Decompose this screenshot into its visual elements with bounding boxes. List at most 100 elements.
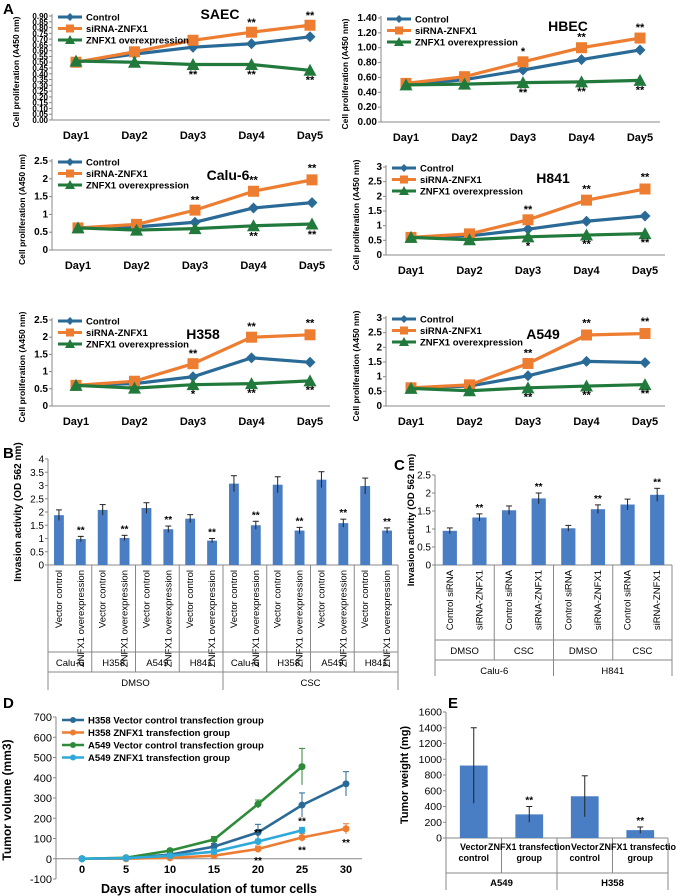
significance-star: ** — [296, 516, 304, 527]
data-point — [298, 801, 306, 809]
y-tick-label: 1 — [376, 221, 382, 232]
significance-star: ** — [254, 828, 262, 839]
data-point — [638, 378, 652, 391]
x-tick-label: Vector control — [54, 570, 65, 628]
data-point — [399, 78, 413, 91]
data-point — [246, 38, 257, 50]
x-tick-label: ZNFX1 overexpression — [207, 570, 218, 667]
bar — [650, 494, 665, 565]
data-point — [580, 379, 593, 392]
data-point — [581, 329, 592, 341]
chart-title: H841 — [536, 170, 570, 186]
significance-star: ** — [247, 17, 256, 29]
significance-star: ** — [189, 348, 198, 360]
x-tick-label: Day5 — [297, 416, 323, 428]
data-point — [342, 825, 350, 833]
x-tick-label: 25 — [296, 864, 308, 876]
y-tick-label: 0.80 — [32, 24, 48, 33]
panel-letter: C — [394, 457, 405, 474]
bar — [515, 814, 544, 838]
x-tick-label: Control siRNA — [504, 569, 515, 630]
bar — [54, 515, 64, 565]
legend-marker — [66, 13, 74, 21]
y-tick-label: 2.5 — [368, 177, 382, 188]
significance-star: ** — [189, 69, 198, 81]
x-tick-label: Vector control — [98, 570, 109, 628]
chart-title: HBEC — [548, 18, 588, 34]
data-point — [298, 763, 306, 771]
significance-star: ** — [476, 503, 484, 514]
y-tick-label: 2 — [376, 191, 382, 202]
y-tick-label: 1400 — [419, 722, 443, 734]
significance-star: ** — [306, 385, 315, 397]
y-tick-label: 2.5 — [417, 471, 431, 482]
x-tick-label: Control siRNA — [623, 569, 634, 630]
x-tick-label: Day1 — [63, 416, 89, 428]
significance-star: ** — [77, 525, 85, 536]
y-tick-label: 0.35 — [32, 76, 48, 85]
y-tick-label: 0.00 — [358, 117, 378, 128]
x-tick-label: 15 — [208, 864, 220, 876]
bar — [97, 509, 108, 565]
y-axis-label: Cell proliferation (A450 nm) — [17, 311, 27, 422]
panel-letter: A — [3, 1, 14, 18]
data-point — [254, 800, 262, 808]
significance-star: ** — [594, 494, 602, 505]
y-tick-label: 400 — [34, 773, 52, 785]
significance-star: ** — [191, 194, 200, 206]
x-tick-label: Day2 — [121, 416, 147, 428]
legend-label: H358 Vector control transfection group — [88, 716, 264, 727]
chart-title: H358 — [186, 326, 220, 342]
bar — [119, 537, 130, 565]
x-tick-label: Vector control — [459, 842, 490, 863]
data-point — [404, 381, 418, 394]
significance-star: ** — [308, 229, 317, 241]
legend-marker — [395, 15, 403, 23]
y-tick-label: 1 — [425, 525, 431, 536]
significance-star: ** — [306, 75, 315, 87]
y-tick-label: 0 — [38, 561, 44, 572]
x-tick-label: ZNFX1 transfection group — [488, 842, 571, 863]
legend-label: siRNA-ZNFX1 — [415, 26, 477, 37]
data-point — [304, 31, 316, 43]
legend-marker — [70, 754, 76, 761]
data-point — [404, 230, 418, 243]
cell-line-label: H841 — [601, 666, 624, 677]
y-tick-label: 1200 — [419, 738, 443, 750]
x-tick-label: Vector control — [570, 842, 601, 863]
data-point — [342, 780, 350, 788]
x-tick-label: Day3 — [180, 416, 206, 428]
treatment-label: DMSO — [121, 678, 150, 689]
y-tick-label: 0.5 — [417, 543, 431, 554]
x-tick-label: Day1 — [63, 130, 89, 142]
data-point — [522, 214, 534, 226]
y-tick-label: 0.55 — [32, 52, 48, 61]
significance-star: ** — [582, 239, 591, 251]
legend-marker — [70, 729, 76, 736]
x-tick-label: 10 — [164, 864, 176, 876]
data-point — [166, 852, 174, 860]
treatment-label: DMSO — [569, 646, 598, 657]
legend-marker — [66, 169, 74, 178]
data-point — [129, 375, 140, 387]
x-tick-label: siRNA-ZNFX1 — [534, 570, 545, 630]
data-point — [522, 357, 534, 369]
cell-line-label: H841 — [365, 658, 388, 669]
significance-star: ** — [342, 838, 350, 849]
y-tick-label: 0.80 — [358, 58, 378, 69]
y-tick-label: 0.90 — [32, 12, 48, 21]
x-tick-label: Vector control — [360, 570, 371, 628]
x-tick-label: ZNFX1 overexpression — [76, 570, 87, 667]
y-tick-label: 1.5 — [368, 357, 382, 368]
y-tick-label: 0.50 — [32, 58, 48, 67]
significance-star: ** — [247, 387, 256, 399]
significance-star: ** — [298, 816, 306, 827]
y-tick-label: 100 — [34, 834, 52, 846]
legend-label: Control — [86, 13, 120, 24]
y-tick-label: 0.20 — [358, 102, 378, 113]
data-point — [187, 358, 199, 370]
y-tick-label: 1 — [42, 367, 48, 378]
group-label: H358 — [601, 878, 624, 889]
x-tick-label: Day3 — [510, 132, 536, 144]
